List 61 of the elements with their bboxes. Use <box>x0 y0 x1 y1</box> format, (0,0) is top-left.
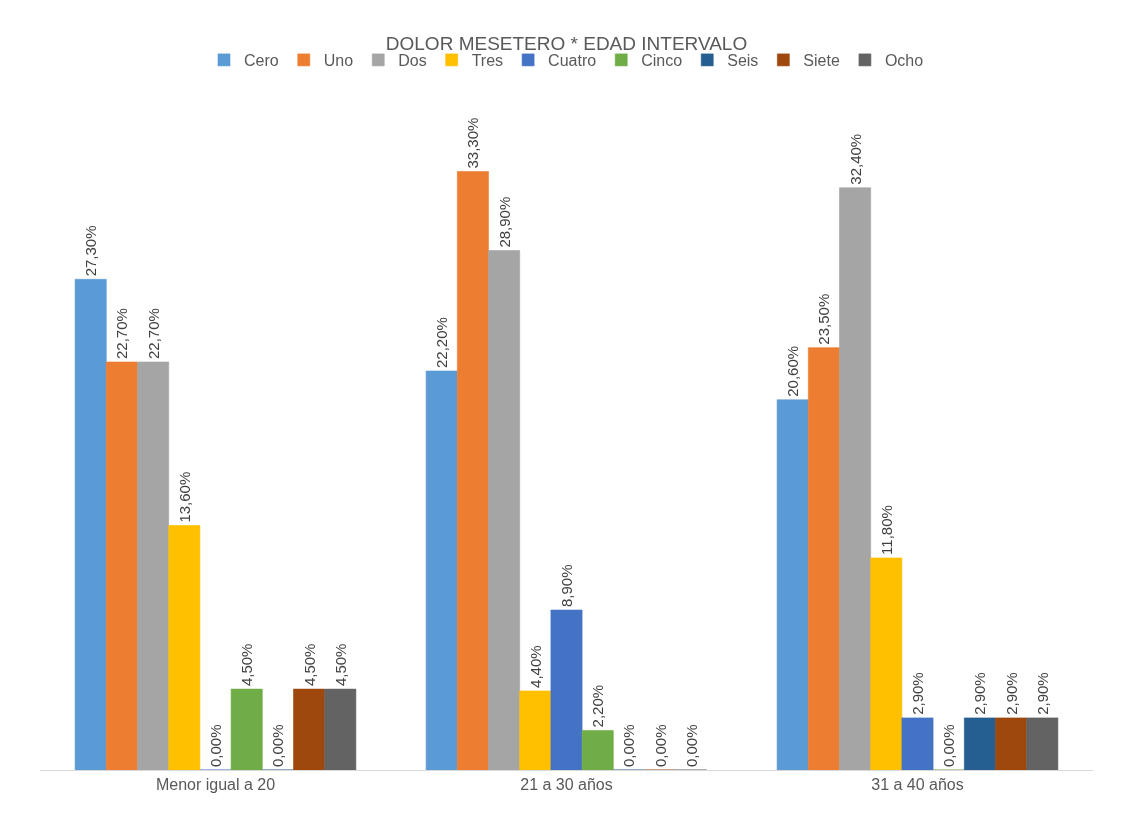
bar <box>137 361 169 770</box>
bar <box>324 688 357 770</box>
bar <box>425 370 458 770</box>
data-label: 0,00% <box>620 724 638 767</box>
legend-label: Cuatro <box>548 52 597 70</box>
bar <box>74 279 107 770</box>
data-label: 22,70% <box>144 308 162 360</box>
bar <box>293 688 325 770</box>
data-label: 4,50% <box>300 643 318 687</box>
bar <box>776 399 809 770</box>
data-label: 22,70% <box>113 308 131 360</box>
data-label: 23,50% <box>815 293 833 345</box>
bar <box>839 187 871 770</box>
data-label: 4,40% <box>526 645 544 688</box>
data-label: 4,50% <box>238 643 256 687</box>
bar <box>964 717 996 770</box>
bar <box>550 609 583 770</box>
legend-label: Cinco <box>641 52 683 70</box>
bar <box>1026 717 1059 770</box>
data-label: 32,40% <box>846 133 864 185</box>
x-tick-label: 21 a 30 años <box>520 776 613 794</box>
data-label: 8,90% <box>558 564 575 608</box>
legend-label: Uno <box>323 52 354 70</box>
data-label: 2,90% <box>971 672 989 715</box>
data-label: 11,80% <box>877 505 895 555</box>
bar <box>230 688 263 770</box>
data-label: 0,00% <box>940 724 958 767</box>
bar <box>870 557 903 770</box>
data-label: 28,90% <box>495 196 513 248</box>
data-label: 2,90% <box>909 672 926 715</box>
data-label: 4,50% <box>331 643 349 687</box>
bar <box>581 730 614 770</box>
legend-label: Tres <box>471 52 504 70</box>
bar <box>488 250 520 770</box>
bar <box>519 690 552 770</box>
bar <box>457 171 489 770</box>
data-label: 2,20% <box>589 684 607 728</box>
data-label: 2,90% <box>1002 672 1020 715</box>
data-label: 22,20% <box>433 317 451 368</box>
x-tick-label: 31 a 40 años <box>871 776 964 794</box>
bar <box>901 717 934 770</box>
data-label: 27,30% <box>82 225 100 277</box>
legend-label: Siete <box>803 52 840 70</box>
data-label: 33,30% <box>464 117 482 169</box>
chart-title: DOLOR MESETERO * EDAD INTERVALO <box>385 33 748 55</box>
data-label: 0,00% <box>207 724 224 767</box>
legend-label: Cero <box>244 52 279 70</box>
data-label: 2,90% <box>1033 672 1051 715</box>
legend-label: Seis <box>727 52 759 70</box>
data-label: 0,00% <box>269 724 287 767</box>
bar <box>106 361 138 770</box>
legend-label: Ocho <box>884 52 924 70</box>
legend-label: Dos <box>398 52 427 70</box>
bar <box>168 525 201 770</box>
data-label: 0,00% <box>651 724 669 767</box>
data-label: 0,00% <box>682 724 700 767</box>
data-label: 13,60% <box>175 471 193 523</box>
bar <box>808 347 840 770</box>
x-tick-label: Menor igual a 20 <box>155 776 276 794</box>
bar <box>995 717 1027 770</box>
data-label: 20,60% <box>784 345 802 397</box>
